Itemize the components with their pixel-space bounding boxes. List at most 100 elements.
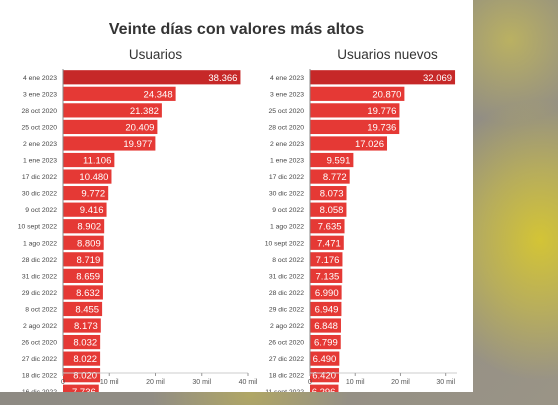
- usuarios-nuevos-value-label: 19.776: [367, 106, 396, 117]
- usuarios-category-label: 2 ene 2023: [23, 141, 57, 148]
- usuarios-category-label: 28 oct 2020: [21, 108, 57, 115]
- usuarios-nuevos-value-label: 17.026: [355, 139, 384, 150]
- usuarios-nuevos-bar: [310, 219, 345, 234]
- usuarios-tick-label: 40 mil: [239, 379, 258, 386]
- usuarios-bar: [63, 169, 112, 184]
- usuarios-nuevos-bar: [310, 169, 350, 184]
- usuarios-category-label: 4 ene 2023: [23, 75, 57, 82]
- usuarios-value-label: 38.366: [208, 73, 237, 84]
- usuarios-bar: [63, 334, 101, 350]
- usuarios-value-label: 8.809: [77, 238, 101, 249]
- usuarios-value-label: 9.772: [81, 189, 105, 200]
- usuarios-nuevos-category-label: 28 oct 2020: [268, 124, 304, 131]
- chart-title: Veinte días con valores más altos: [108, 21, 365, 38]
- usuarios-nuevos-category-label: 29 dic 2022: [269, 306, 304, 313]
- usuarios-bar: [63, 285, 103, 300]
- usuarios-nuevos-category-label: 31 dic 2022: [269, 273, 304, 280]
- usuarios-nuevos-bar: [310, 103, 400, 118]
- usuarios-nuevos-value-label: 19.736: [367, 122, 396, 133]
- usuarios-value-label: 7.736: [72, 387, 96, 392]
- usuarios-nuevos-bar: [310, 119, 400, 135]
- usuarios-nuevos-value-label: 8.058: [320, 205, 344, 216]
- usuarios-nuevos-value-label: 7.635: [318, 222, 342, 233]
- usuarios-value-label: 8.632: [76, 288, 100, 299]
- usuarios-nuevos-bar: [310, 351, 340, 366]
- usuarios-nuevos-bar: [310, 318, 341, 333]
- usuarios-bar: [63, 136, 156, 151]
- usuarios-nuevos-category-label: 8 oct 2022: [272, 257, 304, 264]
- usuarios-nuevos-category-label: 1 ene 2023: [270, 158, 304, 165]
- usuarios-nuevos-bar: [310, 70, 456, 85]
- usuarios-value-label: 8.032: [73, 338, 97, 349]
- usuarios-nuevos-value-label: 6.490: [313, 354, 337, 365]
- usuarios-nuevos-category-label: 9 oct 2022: [272, 207, 304, 214]
- usuarios-category-label: 10 sept 2022: [18, 224, 58, 231]
- usuarios-category-label: 16 dic 2022: [22, 389, 57, 392]
- usuarios-nuevos-value-label: 32.069: [423, 73, 452, 84]
- usuarios-bar: [63, 70, 241, 85]
- usuarios-nuevos-bar: [310, 86, 405, 101]
- usuarios-value-label: 24.348: [144, 89, 173, 100]
- usuarios-category-label: 9 oct 2022: [25, 207, 57, 214]
- usuarios-nuevos-bar: [310, 152, 354, 168]
- usuarios-nuevos-value-label: 7.135: [315, 271, 339, 282]
- usuarios-nuevos-bar: [310, 384, 339, 392]
- usuarios-value-label: 20.409: [125, 122, 154, 133]
- usuarios-tick-label: 20 mil: [146, 379, 165, 386]
- usuarios-value-label: 8.022: [73, 354, 97, 365]
- usuarios-nuevos-tick-label: 0: [308, 379, 312, 386]
- subtitle-usuarios-nuevos: Usuarios nuevos: [337, 47, 438, 62]
- usuarios-nuevos-value-label: 6.296: [312, 387, 336, 392]
- subtitle-usuarios: Usuarios: [128, 47, 183, 62]
- usuarios-nuevos-value-label: 9.591: [327, 156, 351, 167]
- usuarios-category-label: 30 dic 2022: [22, 191, 57, 198]
- usuarios-nuevos-category-label: 11 sept 2022: [265, 389, 304, 392]
- usuarios-value-label: 11.106: [83, 156, 111, 167]
- usuarios-nuevos-value-label: 7.471: [317, 238, 341, 249]
- usuarios-nuevos-tick-label: 10 mil: [346, 379, 365, 386]
- usuarios-bar: [63, 235, 104, 250]
- usuarios-nuevos-bar: [310, 252, 343, 267]
- usuarios-category-label: 8 oct 2022: [25, 306, 57, 313]
- usuarios-nuevos-category-label: 3 ene 2023: [270, 91, 304, 98]
- usuarios-bar: [63, 351, 101, 366]
- usuarios-nuevos-tick-label: 30 mil: [436, 379, 455, 386]
- usuarios-value-label: 19.977: [123, 139, 152, 150]
- usuarios-value-label: 8.902: [77, 222, 101, 233]
- usuarios-nuevos-category-label: 25 oct 2020: [268, 108, 304, 115]
- usuarios-nuevos-value-label: 6.420: [312, 371, 336, 382]
- usuarios-nuevos-value-label: 6.848: [314, 321, 338, 332]
- usuarios-category-label: 27 dic 2022: [22, 356, 57, 363]
- usuarios-nuevos-category-label: 28 dic 2022: [269, 290, 304, 297]
- usuarios-nuevos-bar: [310, 136, 388, 151]
- usuarios-nuevos-value-label: 20.870: [372, 89, 401, 100]
- usuarios-bar: [63, 186, 109, 201]
- usuarios-category-label: 25 oct 2020: [21, 124, 57, 131]
- usuarios-value-label: 8.020: [73, 371, 97, 382]
- usuarios-category-label: 3 ene 2023: [23, 91, 57, 98]
- usuarios-nuevos-category-label: 2 ago 2022: [270, 323, 304, 330]
- usuarios-nuevos-bar: [310, 334, 341, 350]
- chart-panel: Veinte días con valores más altos Usuari…: [0, 0, 473, 392]
- usuarios-category-label: 2 ago 2022: [23, 323, 57, 330]
- usuarios-nuevos-bar: [310, 301, 342, 317]
- usuarios-nuevos-value-label: 8.073: [320, 189, 344, 200]
- usuarios-bar: [63, 318, 101, 333]
- usuarios-nuevos-bar: [310, 368, 340, 383]
- usuarios-nuevos-value-label: 6.949: [315, 304, 339, 315]
- usuarios-nuevos-value-label: 6.799: [314, 338, 338, 349]
- usuarios-bar: [63, 384, 99, 392]
- usuarios-nuevos-category-label: 10 sept 2022: [265, 240, 305, 247]
- usuarios-category-label: 29 dic 2022: [22, 290, 57, 297]
- usuarios-nuevos-category-label: 17 dic 2022: [269, 174, 304, 181]
- usuarios-nuevos-bar: [310, 202, 347, 217]
- usuarios-bar: [63, 152, 115, 168]
- usuarios-bar: [63, 86, 176, 101]
- usuarios-nuevos-bar: [310, 186, 347, 201]
- usuarios-value-label: 21.382: [130, 106, 159, 117]
- usuarios-value-label: 9.416: [80, 205, 104, 216]
- usuarios-tick-label: 30 mil: [192, 379, 211, 386]
- usuarios-nuevos-category-label: 18 dic 2022: [269, 373, 304, 380]
- usuarios-bar: [63, 103, 162, 118]
- usuarios-nuevos-category-label: 1 ago 2022: [270, 224, 304, 231]
